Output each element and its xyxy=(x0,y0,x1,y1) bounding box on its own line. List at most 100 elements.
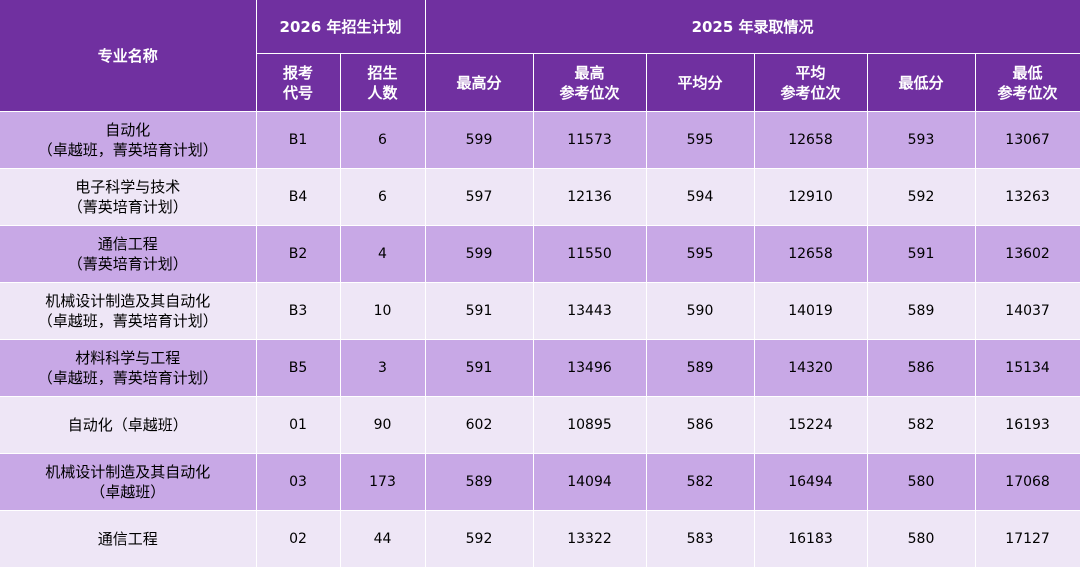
avg-score-cell: 582 xyxy=(646,453,755,511)
avg-rank-cell: 12910 xyxy=(754,168,868,226)
code-cell: 02 xyxy=(256,510,341,568)
header-code-line: 报考 xyxy=(282,63,313,82)
major-name-line: 机械设计制造及其自动化 xyxy=(45,292,211,310)
header-min-rank-line: 参考位次 xyxy=(997,83,1058,102)
code-cell: B5 xyxy=(256,339,341,397)
avg-score-cell: 589 xyxy=(646,339,755,397)
min-rank-cell: 15134 xyxy=(975,339,1080,397)
code-cell: 01 xyxy=(256,396,341,454)
avg-rank-cell: 15224 xyxy=(754,396,868,454)
header-major-name: 专业名称 xyxy=(0,0,257,112)
major-name-cell: 机械设计制造及其自动化 （卓越班） xyxy=(0,453,257,511)
major-name-line: （卓越班，菁英培育计划） xyxy=(37,312,218,330)
count-cell: 173 xyxy=(340,453,426,511)
header-min-rank-line: 最低 xyxy=(1012,63,1043,82)
major-name-line: （菁英培育计划） xyxy=(67,198,188,216)
header-avg-rank-line: 平均 xyxy=(795,63,826,82)
major-name-line: （卓越班，菁英培育计划） xyxy=(37,141,218,159)
min-score-cell: 593 xyxy=(867,111,976,169)
code-cell: B4 xyxy=(256,168,341,226)
max-score-cell: 591 xyxy=(425,339,534,397)
table-body: 自动化 （卓越班，菁英培育计划） B1 6 599 11573 595 12658 593 130… xyxy=(0,111,1080,568)
major-name-line: （卓越班，菁英培育计划） xyxy=(37,369,218,387)
header-avg-score-line: 平均分 xyxy=(677,73,723,92)
major-name-line: 通信工程 xyxy=(97,235,158,253)
header-min-rank: 最低 参考位次 xyxy=(975,53,1080,112)
table-header: 专业名称 2026 年招生计划 2025 年录取情况 报考 代号 招生 人数 最高分 最高… xyxy=(0,0,1080,112)
header-avg-score: 平均分 xyxy=(646,53,755,112)
header-min-score: 最低分 xyxy=(867,53,976,112)
min-score-cell: 580 xyxy=(867,510,976,568)
min-rank-cell: 14037 xyxy=(975,282,1080,340)
code-cell: B1 xyxy=(256,111,341,169)
max-score-cell: 599 xyxy=(425,225,534,283)
max-rank-cell: 13322 xyxy=(533,510,647,568)
major-name-line: 材料科学与工程 xyxy=(75,349,181,367)
header-code-line: 代号 xyxy=(282,83,313,102)
count-cell: 6 xyxy=(340,111,426,169)
count-cell: 90 xyxy=(340,396,426,454)
min-rank-cell: 13067 xyxy=(975,111,1080,169)
avg-rank-cell: 14320 xyxy=(754,339,868,397)
major-name-cell: 自动化（卓越班） xyxy=(0,396,257,454)
max-score-cell: 589 xyxy=(425,453,534,511)
header-min-score-line: 最低分 xyxy=(898,73,944,92)
count-cell: 10 xyxy=(340,282,426,340)
sub-header-row: 报考 代号 招生 人数 最高分 最高 参考位次 平均分 平均 参考位次 最低分 最低 参考位次 xyxy=(0,53,1080,112)
header-max-rank: 最高 参考位次 xyxy=(533,53,647,112)
table-row: 通信工程 （菁英培育计划） B2 4 599 11550 595 12658 591 13602 xyxy=(0,225,1080,283)
table-row: 机械设计制造及其自动化 （卓越班，菁英培育计划） B3 10 591 13443 590 14… xyxy=(0,282,1080,340)
major-name-cell: 自动化 （卓越班，菁英培育计划） xyxy=(0,111,257,169)
major-name-line: 机械设计制造及其自动化 xyxy=(45,463,211,481)
header-code: 报考 代号 xyxy=(256,53,341,112)
major-name-cell: 机械设计制造及其自动化 （卓越班，菁英培育计划） xyxy=(0,282,257,340)
table-row: 通信工程 02 44 592 13322 583 16183 580 17127 xyxy=(0,510,1080,568)
header-avg-rank-line: 参考位次 xyxy=(780,83,841,102)
major-name-cell: 通信工程 xyxy=(0,510,257,568)
major-name-line: （卓越班） xyxy=(90,483,166,501)
header-max-rank-line: 参考位次 xyxy=(559,83,620,102)
code-cell: 03 xyxy=(256,453,341,511)
avg-score-cell: 594 xyxy=(646,168,755,226)
header-avg-rank: 平均 参考位次 xyxy=(754,53,868,112)
max-rank-cell: 10895 xyxy=(533,396,647,454)
min-score-cell: 589 xyxy=(867,282,976,340)
major-name-cell: 材料科学与工程 （卓越班，菁英培育计划） xyxy=(0,339,257,397)
header-result-2025: 2025 年录取情况 xyxy=(425,0,1080,54)
code-cell: B2 xyxy=(256,225,341,283)
max-rank-cell: 14094 xyxy=(533,453,647,511)
table-row: 电子科学与技术 （菁英培育计划） B4 6 597 12136 594 12910 592 132… xyxy=(0,168,1080,226)
min-score-cell: 591 xyxy=(867,225,976,283)
avg-rank-cell: 12658 xyxy=(754,111,868,169)
header-max-score: 最高分 xyxy=(425,53,534,112)
header-max-rank-line: 最高 xyxy=(574,63,605,82)
max-rank-cell: 11573 xyxy=(533,111,647,169)
max-score-cell: 592 xyxy=(425,510,534,568)
major-name-cell: 电子科学与技术 （菁英培育计划） xyxy=(0,168,257,226)
min-score-cell: 592 xyxy=(867,168,976,226)
avg-rank-cell: 16494 xyxy=(754,453,868,511)
count-cell: 4 xyxy=(340,225,426,283)
min-rank-cell: 16193 xyxy=(975,396,1080,454)
count-cell: 3 xyxy=(340,339,426,397)
major-name-cell: 通信工程 （菁英培育计划） xyxy=(0,225,257,283)
major-name-line: （菁英培育计划） xyxy=(67,255,188,273)
table-row: 自动化（卓越班） 01 90 602 10895 586 15224 582 16193 xyxy=(0,396,1080,454)
header-count-line: 招生 xyxy=(367,63,398,82)
avg-rank-cell: 16183 xyxy=(754,510,868,568)
min-rank-cell: 17068 xyxy=(975,453,1080,511)
header-plan-2026: 2026 年招生计划 xyxy=(256,0,426,54)
header-max-score-line: 最高分 xyxy=(456,73,502,92)
avg-score-cell: 586 xyxy=(646,396,755,454)
table-row: 材料科学与工程 （卓越班，菁英培育计划） B5 3 591 13496 589 14320 58… xyxy=(0,339,1080,397)
table-row: 自动化 （卓越班，菁英培育计划） B1 6 599 11573 595 12658 593 130… xyxy=(0,111,1080,169)
table-row: 机械设计制造及其自动化 （卓越班） 03 173 589 14094 582 16494 580… xyxy=(0,453,1080,511)
max-score-cell: 591 xyxy=(425,282,534,340)
min-score-cell: 580 xyxy=(867,453,976,511)
max-rank-cell: 11550 xyxy=(533,225,647,283)
min-rank-cell: 17127 xyxy=(975,510,1080,568)
header-count: 招生 人数 xyxy=(340,53,426,112)
max-rank-cell: 13496 xyxy=(533,339,647,397)
avg-score-cell: 595 xyxy=(646,111,755,169)
